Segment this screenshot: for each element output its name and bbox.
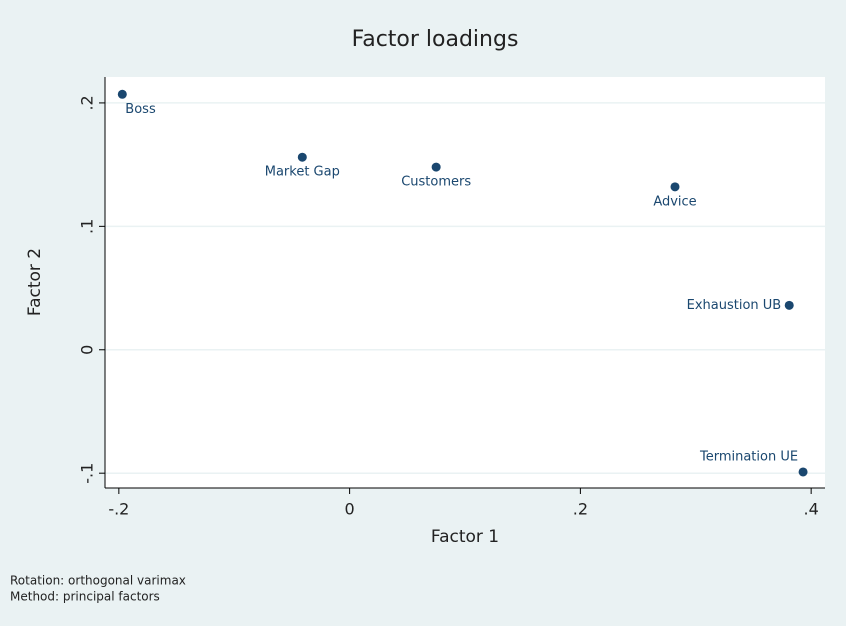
x-tick-label: -.2	[108, 500, 129, 519]
x-tick-label: .2	[573, 500, 588, 519]
point-label: Termination UE	[699, 449, 798, 464]
point	[297, 152, 307, 162]
y-tick-label: -.1	[78, 463, 97, 484]
point	[431, 162, 441, 172]
y-tick-label: 0	[78, 345, 97, 355]
x-tick-label: 0	[345, 500, 355, 519]
point-label: Market Gap	[265, 165, 340, 180]
plot-area	[105, 77, 825, 488]
y-tick-label: .2	[78, 95, 97, 110]
point-label: Advice	[653, 194, 696, 209]
chart-title: Factor loadings	[352, 27, 519, 52]
y-tick-label: .1	[78, 219, 97, 234]
point	[117, 89, 127, 99]
y-axis-title: Factor 2	[25, 248, 45, 316]
point-label: Customers	[401, 175, 471, 190]
x-axis-title: Factor 1	[431, 527, 499, 547]
point	[784, 300, 794, 310]
point-label: Boss	[125, 102, 156, 117]
point	[798, 467, 808, 477]
note: Rotation: orthogonal varimax	[10, 574, 186, 588]
x-tick-label: .4	[804, 500, 819, 519]
note: Method: principal factors	[10, 590, 160, 604]
point-label: Exhaustion UB	[687, 298, 782, 313]
point	[670, 182, 680, 192]
